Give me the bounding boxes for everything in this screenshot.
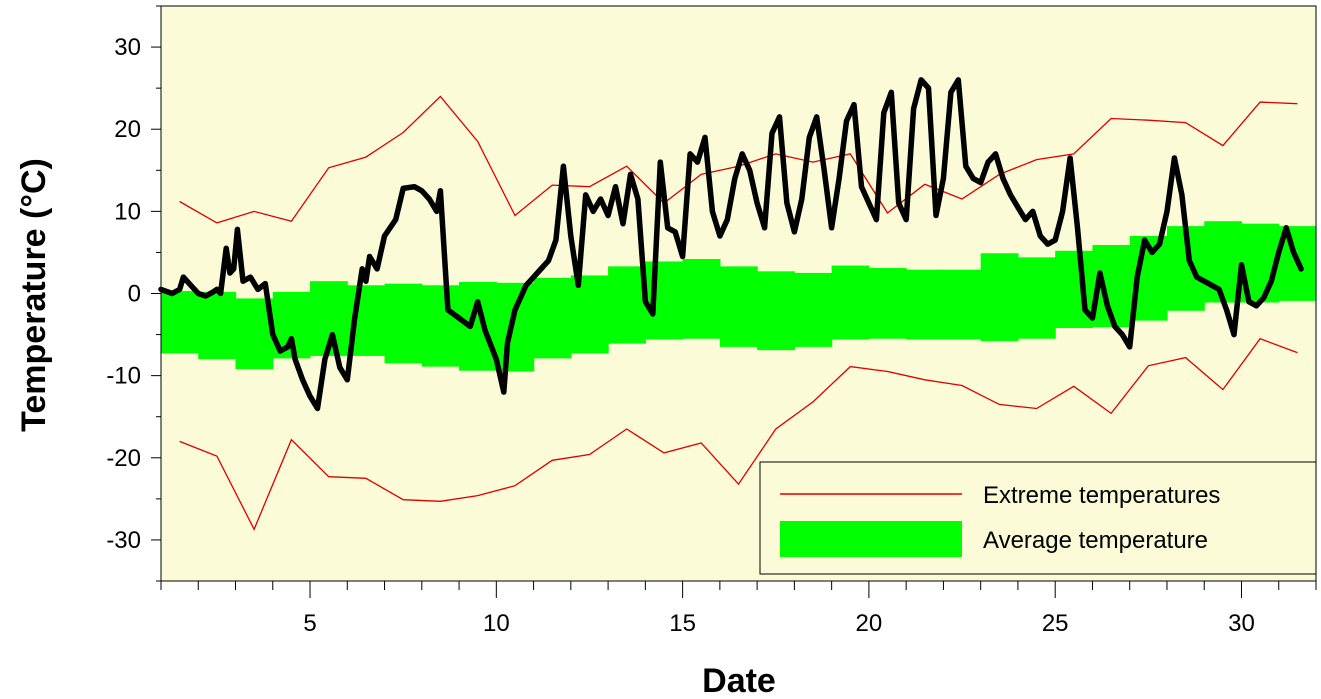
average-band-bar bbox=[719, 266, 758, 347]
x-tick-label: 5 bbox=[303, 610, 316, 637]
average-band-bar bbox=[570, 275, 609, 354]
y-tick-label: -20 bbox=[106, 445, 141, 472]
average-band-bar bbox=[608, 266, 646, 344]
x-axis-title: Date bbox=[702, 662, 776, 699]
average-band-bar bbox=[459, 282, 497, 371]
y-tick-label: -10 bbox=[106, 363, 141, 390]
average-band-bar bbox=[1204, 221, 1243, 303]
x-tick-label: 25 bbox=[1042, 610, 1069, 637]
x-tick-label: 30 bbox=[1228, 610, 1255, 637]
x-tick-label: 20 bbox=[856, 610, 883, 637]
observed-temperature-line bbox=[158, 77, 1304, 412]
extreme-min-line bbox=[179, 337, 1298, 531]
y-axis-title: Temperature (°C) bbox=[15, 158, 53, 432]
average-band-bar bbox=[980, 253, 1019, 342]
average-band-bar bbox=[533, 277, 572, 359]
y-tick-label: 20 bbox=[114, 116, 141, 143]
y-tick-label: 10 bbox=[114, 198, 141, 225]
x-tick-label: 15 bbox=[669, 610, 696, 637]
average-band-bar bbox=[906, 269, 945, 340]
legend: Extreme temperatures Average temperature bbox=[759, 461, 1317, 575]
y-tick-label: -30 bbox=[106, 527, 141, 554]
y-tick-label: 0 bbox=[128, 281, 141, 308]
average-band-bar bbox=[1017, 257, 1056, 339]
average-band-bar bbox=[421, 285, 460, 367]
average-band-bar bbox=[161, 291, 199, 354]
average-band-bar bbox=[496, 282, 535, 372]
average-band-bar bbox=[794, 272, 833, 347]
x-tick-label: 10 bbox=[483, 610, 510, 637]
legend-box bbox=[759, 461, 1317, 575]
axes: -30 -20 -10 0 10 20 30 5 10 15 20 25 30 bbox=[106, 5, 1317, 637]
average-band-bar bbox=[682, 259, 721, 339]
observed-line-layer bbox=[158, 77, 1304, 412]
average-band-bar bbox=[943, 269, 982, 340]
average-band-bar bbox=[757, 271, 795, 351]
y-tick-label: 30 bbox=[114, 34, 141, 61]
average-band-bar bbox=[198, 291, 237, 360]
legend-average-label: Average temperature bbox=[983, 527, 1208, 554]
legend-extreme-label: Extreme temperatures bbox=[983, 482, 1220, 509]
average-band-bar bbox=[384, 283, 423, 364]
average-band-bar bbox=[831, 265, 870, 340]
legend-average-swatch bbox=[780, 521, 962, 557]
average-band-bar bbox=[868, 268, 907, 339]
